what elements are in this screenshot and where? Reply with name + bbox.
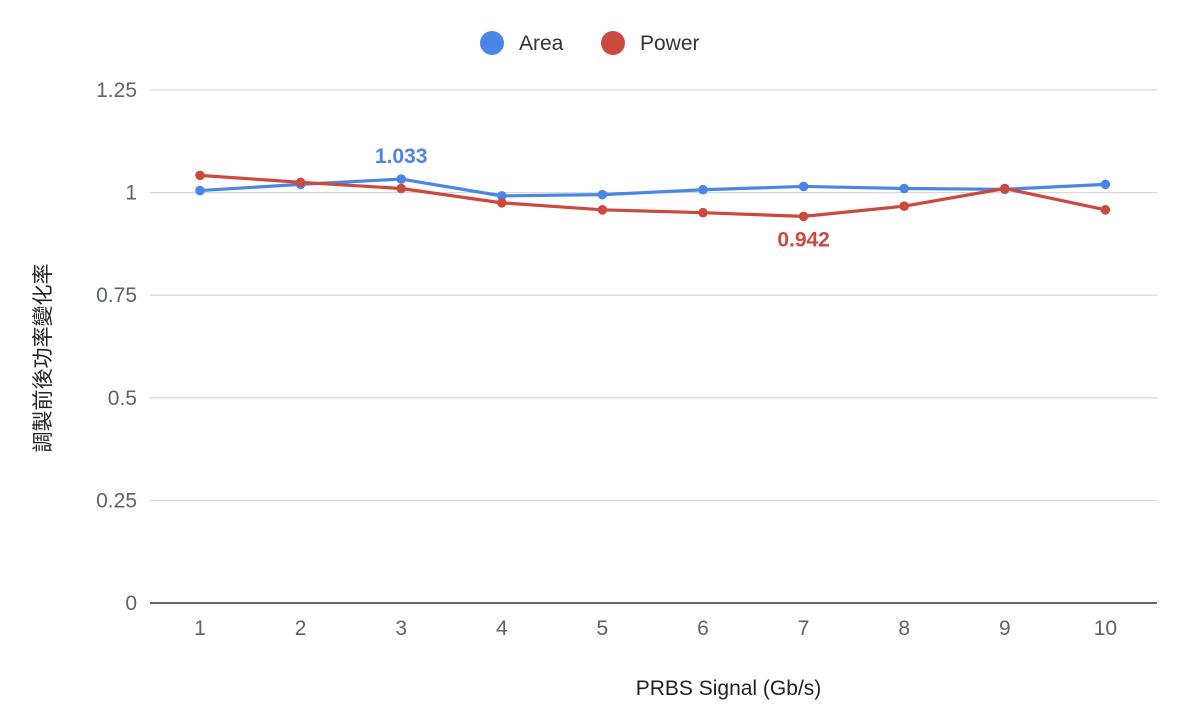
legend-marker	[601, 31, 625, 55]
y-axis-title: 調製前後功率變化率	[32, 264, 55, 453]
x-tick-label: 5	[597, 617, 609, 640]
y-axis-ticks: 0 0.25 0.5 0.75 1 1.25	[96, 79, 137, 615]
y-tick-label: 0	[125, 592, 137, 615]
data-point	[195, 170, 205, 181]
data-point	[899, 201, 909, 211]
data-point	[698, 207, 708, 218]
y-tick-label: 0.75	[96, 284, 137, 307]
x-tick-label: 2	[295, 617, 307, 640]
x-tick-label: 6	[697, 617, 709, 640]
data-point	[195, 185, 205, 196]
y-tick-label: 1.25	[96, 79, 137, 102]
x-axis-ticks: 1 2 3 4 5 6 7 8 9 10	[194, 617, 1117, 640]
series-line	[198, 177, 1108, 198]
x-tick-label: 4	[496, 617, 508, 640]
x-tick-label: 10	[1094, 617, 1117, 640]
data-point	[497, 198, 507, 208]
data-point	[396, 174, 407, 184]
x-tick-label: 9	[999, 617, 1011, 640]
gridlines	[150, 89, 1157, 502]
series-area	[195, 174, 1111, 201]
data-point	[497, 191, 507, 201]
legend-item-area: Area	[480, 31, 564, 55]
data-point	[698, 184, 708, 195]
data-point	[396, 183, 407, 194]
x-tick-label: 8	[898, 617, 910, 640]
legend-label: Area	[519, 32, 564, 55]
x-axis-title: PRBS Signal (Gb/s)	[636, 677, 822, 700]
data-point	[1000, 183, 1010, 194]
data-point	[295, 177, 306, 188]
series-layer	[195, 170, 1111, 222]
data-point	[1100, 205, 1111, 215]
x-tick-label: 1	[194, 617, 206, 640]
data-point	[597, 189, 608, 200]
data-point	[597, 205, 608, 215]
y-tick-label: 1	[125, 182, 137, 205]
data-labels: 1.033 0.942	[375, 145, 830, 251]
data-point	[1100, 179, 1111, 190]
data-point	[899, 183, 909, 194]
x-tick-label: 3	[395, 617, 407, 640]
y-tick-label: 0.25	[96, 489, 137, 512]
data-label: 0.942	[777, 228, 830, 251]
data-point	[798, 181, 809, 192]
x-tick-label: 7	[798, 617, 810, 640]
legend-item-power: Power	[601, 31, 700, 55]
series-power	[195, 170, 1111, 222]
data-label: 1.033	[375, 145, 428, 168]
legend-label: Power	[640, 32, 700, 55]
series-line	[198, 173, 1108, 219]
y-tick-label: 0.5	[108, 387, 137, 410]
data-point	[798, 211, 809, 222]
legend: Area Power	[480, 31, 700, 55]
legend-marker	[480, 31, 504, 55]
